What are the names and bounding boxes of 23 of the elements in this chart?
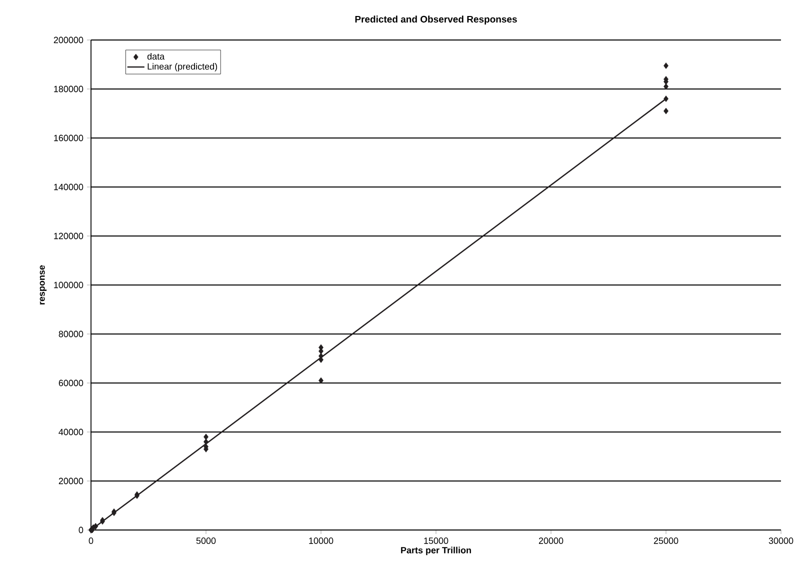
y-axis-title: response xyxy=(40,265,47,304)
x-tick-label: 10000 xyxy=(309,538,334,544)
y-tick-label: 60000 xyxy=(58,380,84,386)
y-tick-label: 80000 xyxy=(58,330,84,338)
y-tick-label: 40000 xyxy=(58,428,84,436)
x-tick-label: 5000 xyxy=(196,538,216,544)
legend-label: data xyxy=(147,52,165,60)
y-tick-label: 20000 xyxy=(58,478,84,484)
legend-label: Linear (predicted) xyxy=(148,63,218,72)
x-tick-label: 15000 xyxy=(424,538,448,544)
y-tick-label: 160000 xyxy=(54,134,84,142)
x-tick-label: 0 xyxy=(88,538,94,544)
y-tick-label: 120000 xyxy=(54,232,84,240)
y-tick-label: 200000 xyxy=(54,36,84,44)
chart-title: Predicted and Observed Responses xyxy=(355,16,517,24)
y-tick-label: 100000 xyxy=(54,282,84,288)
y-tick-label: 180000 xyxy=(54,86,84,92)
x-tick-label: 30000 xyxy=(768,538,794,544)
x-tick-label: 25000 xyxy=(654,538,678,544)
x-axis-title: Parts per Trillion xyxy=(401,546,471,556)
x-tick-label: 20000 xyxy=(538,538,564,544)
y-tick-label: 0 xyxy=(78,526,84,534)
y-tick-label: 140000 xyxy=(54,184,84,190)
